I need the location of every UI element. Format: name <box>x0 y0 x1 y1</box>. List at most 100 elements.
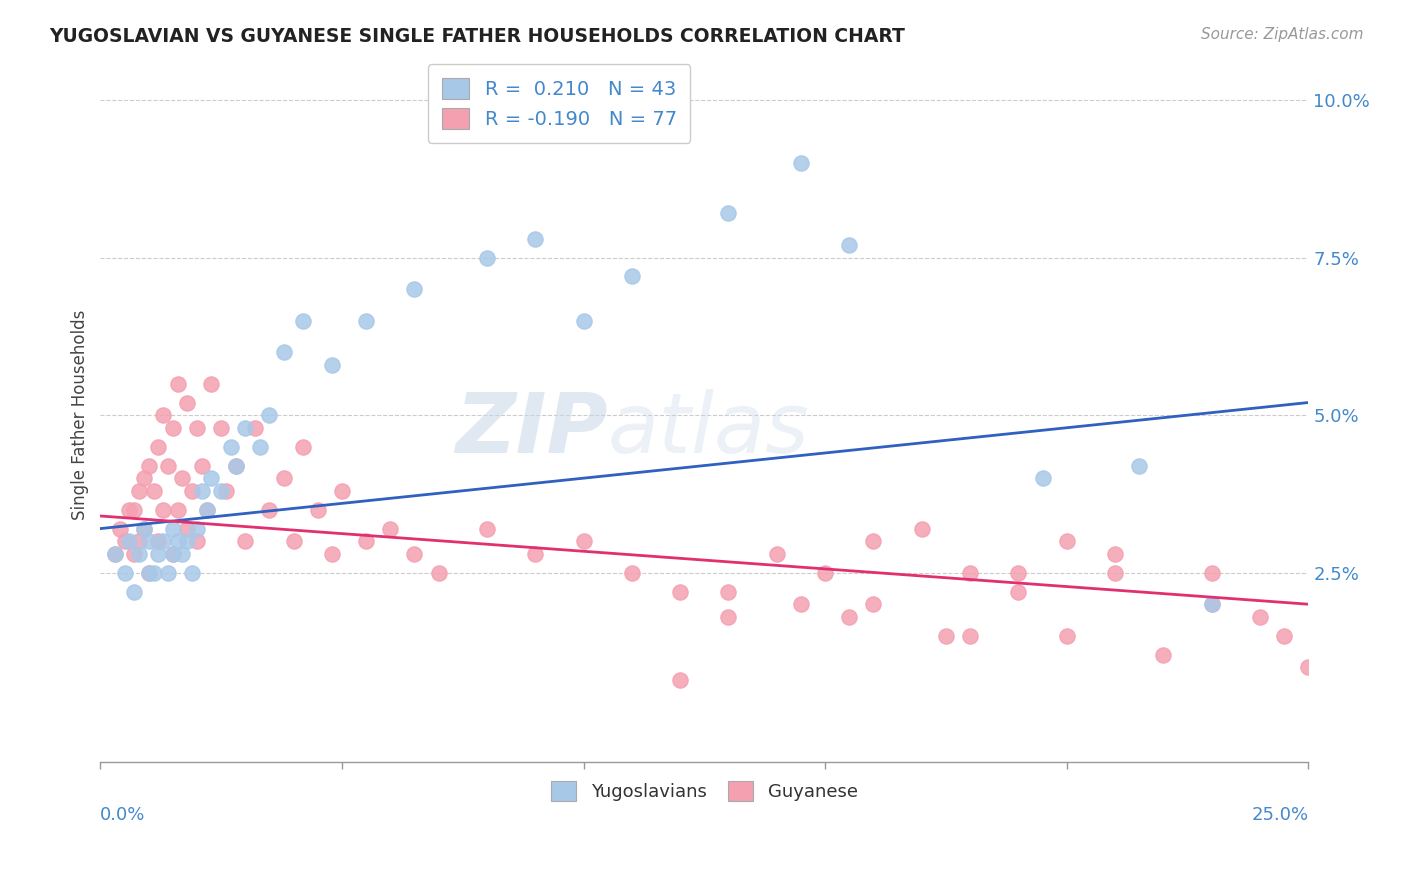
Point <box>186 421 208 435</box>
Point <box>152 408 174 422</box>
Point <box>1272 629 1295 643</box>
Point <box>669 673 692 687</box>
Point <box>572 313 595 327</box>
Point <box>148 547 170 561</box>
Point <box>717 610 740 624</box>
Point <box>259 502 281 516</box>
Point <box>148 440 170 454</box>
Point <box>1056 534 1078 549</box>
Point <box>838 238 860 252</box>
Point <box>162 547 184 561</box>
Point <box>911 522 934 536</box>
Point <box>1298 660 1320 674</box>
Point <box>162 547 184 561</box>
Point <box>132 522 155 536</box>
Point <box>225 458 247 473</box>
Point <box>191 483 214 498</box>
Point <box>669 584 692 599</box>
Point <box>935 629 957 643</box>
Text: atlas: atlas <box>607 389 810 469</box>
Point <box>1007 584 1029 599</box>
Point <box>138 566 160 580</box>
Point <box>1201 597 1223 611</box>
Point <box>572 534 595 549</box>
Text: YUGOSLAVIAN VS GUYANESE SINGLE FATHER HOUSEHOLDS CORRELATION CHART: YUGOSLAVIAN VS GUYANESE SINGLE FATHER HO… <box>49 27 905 45</box>
Point <box>1201 597 1223 611</box>
Point <box>862 597 884 611</box>
Point <box>354 534 377 549</box>
Point <box>132 522 155 536</box>
Point <box>162 421 184 435</box>
Point <box>225 458 247 473</box>
Point <box>219 440 242 454</box>
Text: 0.0%: 0.0% <box>100 805 146 824</box>
Point <box>122 547 145 561</box>
Point <box>307 502 329 516</box>
Point <box>283 534 305 549</box>
Point <box>717 584 740 599</box>
Point <box>209 483 232 498</box>
Point <box>243 421 266 435</box>
Point <box>380 522 402 536</box>
Point <box>1104 566 1126 580</box>
Point <box>200 471 222 485</box>
Point <box>138 566 160 580</box>
Point <box>1128 458 1150 473</box>
Point <box>118 534 141 549</box>
Point <box>292 313 315 327</box>
Point <box>354 313 377 327</box>
Point <box>321 358 343 372</box>
Point <box>122 584 145 599</box>
Point <box>186 522 208 536</box>
Point <box>814 566 837 580</box>
Point <box>475 251 498 265</box>
Point <box>330 483 353 498</box>
Point <box>162 522 184 536</box>
Point <box>172 471 194 485</box>
Text: 25.0%: 25.0% <box>1251 805 1309 824</box>
Point <box>166 534 188 549</box>
Point <box>128 483 150 498</box>
Point <box>321 547 343 561</box>
Point <box>790 156 813 170</box>
Point <box>156 566 179 580</box>
Point <box>1032 471 1054 485</box>
Point <box>292 440 315 454</box>
Point <box>273 471 295 485</box>
Point <box>1007 566 1029 580</box>
Point <box>1249 610 1271 624</box>
Point <box>104 547 127 561</box>
Point <box>404 547 426 561</box>
Point <box>620 269 643 284</box>
Legend: Yugoslavians, Guyanese: Yugoslavians, Guyanese <box>540 770 869 812</box>
Point <box>838 610 860 624</box>
Point <box>104 547 127 561</box>
Point <box>524 232 547 246</box>
Point <box>166 376 188 391</box>
Point <box>1104 547 1126 561</box>
Point <box>114 566 136 580</box>
Point <box>138 458 160 473</box>
Point <box>181 483 204 498</box>
Point <box>959 629 981 643</box>
Point <box>862 534 884 549</box>
Point <box>128 547 150 561</box>
Point <box>176 395 198 409</box>
Point <box>765 547 787 561</box>
Point <box>152 534 174 549</box>
Point <box>118 502 141 516</box>
Point <box>186 534 208 549</box>
Point <box>176 522 198 536</box>
Point <box>717 206 740 220</box>
Point <box>249 440 271 454</box>
Point <box>475 522 498 536</box>
Point <box>166 502 188 516</box>
Point <box>142 483 165 498</box>
Point <box>114 534 136 549</box>
Point <box>181 566 204 580</box>
Point <box>191 458 214 473</box>
Point <box>176 534 198 549</box>
Point <box>122 502 145 516</box>
Point <box>209 421 232 435</box>
Point <box>142 566 165 580</box>
